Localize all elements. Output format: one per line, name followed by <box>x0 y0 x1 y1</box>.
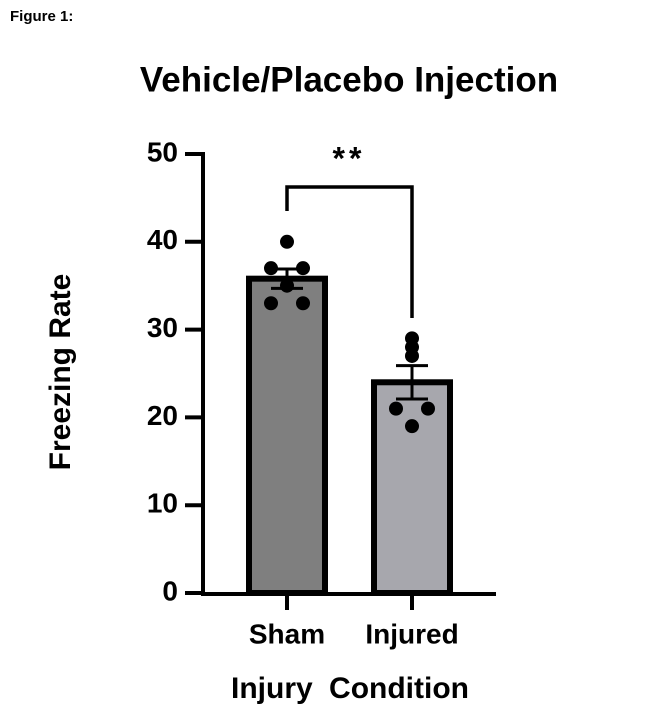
x-axis-label: Injury Condition <box>231 672 469 705</box>
significance-annotation: ** <box>333 140 366 176</box>
data-point <box>405 419 419 434</box>
data-point <box>264 296 278 311</box>
x-tick-label: Injured <box>365 618 458 649</box>
y-tick-label: 50 <box>147 136 178 167</box>
significance-bracket <box>285 185 414 318</box>
y-tick-label: 30 <box>147 312 178 343</box>
data-point <box>280 278 294 293</box>
y-tick-label: 0 <box>162 575 178 606</box>
x-tick-label: Sham <box>249 618 325 649</box>
data-point <box>296 296 310 311</box>
y-tick-label: 10 <box>147 488 178 519</box>
figure-label: Figure 1: <box>10 8 73 25</box>
data-point <box>264 261 278 276</box>
data-point <box>296 261 310 276</box>
data-point <box>421 401 435 416</box>
y-tick-label: 40 <box>147 224 178 255</box>
data-point <box>405 348 419 363</box>
error-bar <box>396 364 428 401</box>
data-point <box>280 234 294 249</box>
data-point <box>389 401 403 416</box>
y-axis-label: Freezing Rate <box>44 274 77 471</box>
bar <box>246 275 328 596</box>
bar <box>371 379 453 596</box>
y-tick-label: 20 <box>147 400 178 431</box>
chart-title: Vehicle/Placebo Injection <box>140 60 558 99</box>
